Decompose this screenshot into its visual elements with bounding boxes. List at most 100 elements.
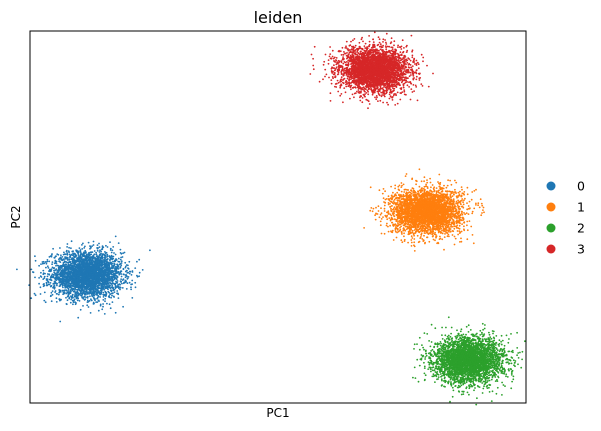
scatter-point [83,264,86,267]
scatter-point [114,287,117,290]
scatter-point [383,232,386,235]
scatter-point [38,264,40,267]
scatter-point [52,283,55,285]
scatter-point [98,251,101,253]
scatter-point [111,284,114,287]
scatter-point [109,241,111,244]
scatter-point [441,238,444,241]
scatter-point [74,294,76,296]
scatter-point [105,283,107,286]
scatter-point [39,293,42,295]
scatter-point [395,236,398,239]
scatter-point [99,258,102,260]
scatter-point [86,301,89,303]
scatter-point [134,286,137,289]
scatter-point [478,206,481,209]
scatter-point [126,282,129,285]
scatter-point [90,294,93,296]
scatter-point [61,289,64,292]
scatter-point [63,292,66,295]
scatter-point [118,263,121,266]
scatter-point [68,246,70,249]
scatter-point [67,275,70,278]
scatter-point [110,262,113,265]
scatter-point [460,240,463,243]
scatter-point [71,250,74,253]
scatter-point [105,244,107,247]
scatter-point [72,301,75,304]
scatter-point [370,207,373,209]
scatter-point [61,264,64,267]
scatter-point [72,285,75,287]
scatter-point [49,282,52,284]
scatter-point [58,298,61,301]
scatter-point [74,259,77,262]
scatter-point [92,280,94,283]
scatter-point [387,225,389,228]
scatter-point [105,293,108,295]
scatter-point [53,256,56,259]
scatter-point [89,247,91,250]
scatter-point [120,260,123,263]
scatter-point [131,271,134,273]
scatter-point [86,282,88,285]
scatter-point [49,269,52,272]
scatter-point [79,265,82,267]
scatter-point [464,197,466,200]
scatter-point [55,297,58,300]
scatter-point [418,185,421,188]
scatter-point [125,280,127,282]
scatter-point [108,281,111,283]
scatter-point [73,289,76,291]
scatter-point [46,260,49,263]
scatter-point [77,274,80,277]
scatter-point [69,301,72,304]
scatter-point [448,223,451,226]
scatter-point [98,246,101,249]
scatter-point [378,216,381,219]
scatter-point [80,260,83,263]
scatter-point [41,262,44,265]
scatter-point [375,206,377,209]
scatter-point [103,258,106,260]
scatter-point [380,232,383,235]
scatter-point [77,297,79,300]
scatter-point [95,251,97,254]
scatter-point [106,246,109,248]
scatter-point [99,304,102,307]
scatter-point [380,207,382,210]
series-1-points [363,168,485,252]
scatter-point [52,273,55,276]
scatter-point [89,256,92,259]
series-0-points [16,235,151,323]
scatter-point [102,291,105,294]
scatter-point [46,275,49,278]
scatter-point [68,297,71,300]
scatter-point [119,248,122,251]
scatter-point [113,291,116,293]
scatter-point [66,291,69,294]
scatter-point [61,275,64,278]
scatter-point [40,263,42,265]
scatter-point [136,274,138,277]
scatter-point [411,237,414,239]
scatter-point [67,250,70,253]
scatter-point [70,258,73,261]
scatter-point [90,299,93,302]
scatter-point [107,279,109,282]
scatter-point [86,257,89,260]
scatter-point [45,284,48,287]
scatter-point [30,268,33,271]
scatter-point [54,290,57,292]
scatter-point [374,218,377,221]
scatter-point [109,289,112,292]
scatter-point [34,259,37,262]
scatter-point [104,300,106,303]
scatter-point [102,286,105,289]
scatter-point [62,277,65,280]
scatter-point [82,305,84,307]
scatter-point [77,254,80,256]
scatter-point [88,285,91,288]
scatter-point [460,186,463,189]
scatter-point [116,275,119,278]
